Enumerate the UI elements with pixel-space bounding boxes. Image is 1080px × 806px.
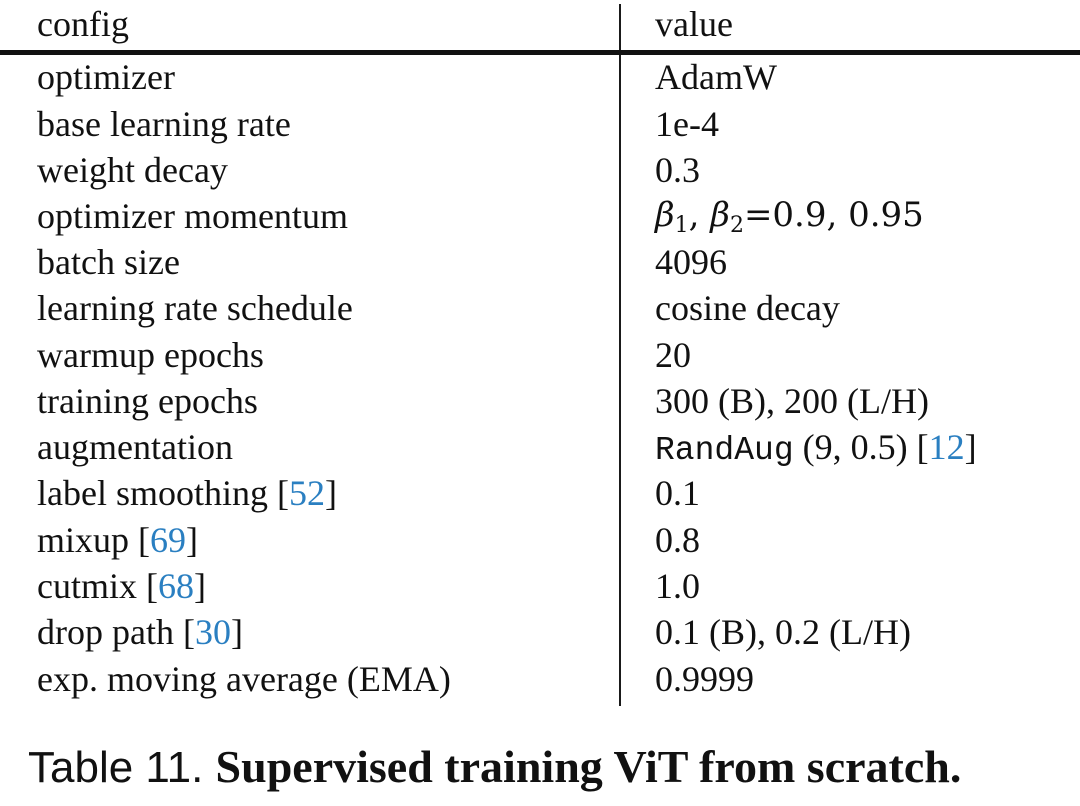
augmentation-value: RandAug (9, 0.5) [12] <box>655 424 977 474</box>
citation-close: ] <box>324 473 337 513</box>
header-rule <box>0 50 1080 55</box>
config-label: mixup [ <box>37 520 150 560</box>
row-config-cited: mixup [69] <box>37 517 198 563</box>
caption-label: Table 11. <box>28 743 216 792</box>
citation-link[interactable]: 68 <box>157 566 194 606</box>
row-config: warmup epochs <box>37 335 264 375</box>
config-label: cutmix [ <box>37 566 158 606</box>
row-config: training epochs <box>37 381 258 421</box>
row-value: 0.8 <box>655 520 700 560</box>
row-config: exp. moving average (EMA) <box>37 659 451 699</box>
header-config: config <box>37 4 129 44</box>
momentum-values: =0.9, 0.95 <box>743 195 924 235</box>
randaug-params: (9, 0.5) [ <box>793 427 929 467</box>
row-config: learning rate schedule <box>37 288 353 328</box>
row-config: batch size <box>37 242 180 282</box>
beta2-symbol: β <box>710 195 730 235</box>
hyperparameter-table: config value optimizer AdamW base learni… <box>0 4 1080 706</box>
row-config-cited: cutmix [68] <box>37 563 206 609</box>
row-value: 0.3 <box>655 150 700 190</box>
row-value: cosine decay <box>655 288 840 328</box>
beta1-symbol: β <box>655 195 675 235</box>
row-value: 1.0 <box>655 566 700 606</box>
momentum-math-value: β1, β2=0.9, 0.95 <box>655 192 924 238</box>
header-value: value <box>655 4 733 44</box>
row-value: 0.1 <box>655 473 700 513</box>
row-value: 0.1 (B), 0.2 (L/H) <box>655 612 911 652</box>
row-config-cited: label smoothing [52] <box>37 470 337 516</box>
column-divider <box>619 4 621 706</box>
citation-link[interactable]: 69 <box>150 520 186 560</box>
citation-close: ] <box>964 427 977 467</box>
row-config-cited: drop path [30] <box>37 609 243 655</box>
row-value: 4096 <box>655 242 727 282</box>
row-config: augmentation <box>37 427 233 467</box>
row-value: 1e-4 <box>655 104 719 144</box>
row-value: AdamW <box>655 57 777 97</box>
caption-title: Supervised training ViT from scratch. <box>215 741 962 792</box>
citation-close: ] <box>186 520 198 560</box>
citation-close: ] <box>193 566 206 606</box>
citation-link[interactable]: 52 <box>288 473 325 513</box>
row-config: weight decay <box>37 150 228 190</box>
beta1-subscript: 1 <box>674 213 689 238</box>
beta2-subscript: 2 <box>729 213 744 238</box>
row-config: base learning rate <box>37 104 291 144</box>
config-label: drop path [ <box>37 612 195 652</box>
math-separator: , <box>688 195 711 235</box>
row-value: 20 <box>655 335 691 375</box>
table-caption: Table 11. Supervised training ViT from s… <box>28 740 961 795</box>
row-config: optimizer momentum <box>37 196 348 236</box>
randaug-code: RandAug <box>655 432 794 469</box>
row-config: optimizer <box>37 57 175 97</box>
citation-close: ] <box>230 612 243 652</box>
citation-link[interactable]: 12 <box>928 427 965 467</box>
row-value: 0.9999 <box>655 659 754 699</box>
row-value: 300 (B), 200 (L/H) <box>655 381 929 421</box>
config-label: label smoothing [ <box>37 473 289 513</box>
citation-link[interactable]: 30 <box>194 612 231 652</box>
